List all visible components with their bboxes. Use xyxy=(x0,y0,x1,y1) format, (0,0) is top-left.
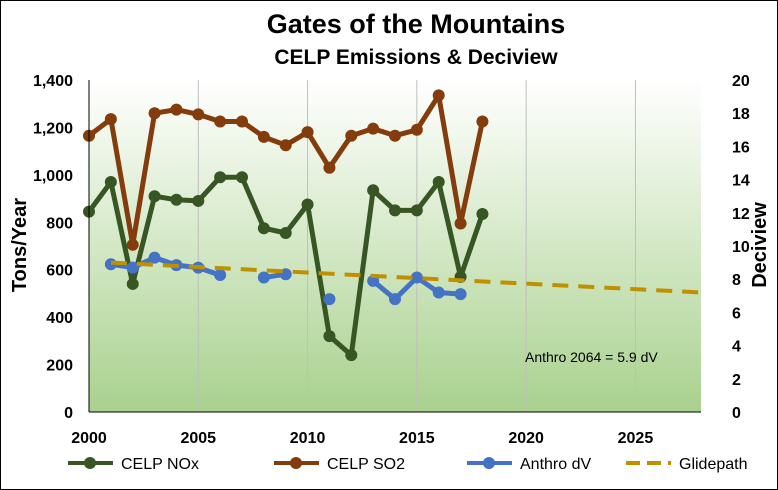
data-point xyxy=(389,129,401,142)
data-point xyxy=(214,115,227,128)
data-point xyxy=(389,293,401,306)
legend: CELP NOx CELP SO2 Anthro dV Glidepath xyxy=(68,456,748,473)
series-celp-so2 xyxy=(83,89,489,251)
series-layer xyxy=(83,89,702,362)
y-tick-label: 400 xyxy=(46,310,73,327)
x-tick-label: 2025 xyxy=(618,430,654,447)
x-tick-label: 2010 xyxy=(290,430,326,447)
data-point xyxy=(367,122,380,135)
legend-item-glidepath: Glidepath xyxy=(626,456,748,473)
y-tick-label: 800 xyxy=(46,215,73,232)
data-point xyxy=(345,349,358,362)
data-point xyxy=(301,198,314,211)
data-point xyxy=(279,268,292,281)
legend-item-celp-nox: CELP NOx xyxy=(68,456,199,473)
data-point xyxy=(192,194,205,207)
data-point xyxy=(476,207,489,220)
data-point xyxy=(257,271,270,284)
y2-tick-label: 12 xyxy=(732,206,750,223)
y-tick-label: 200 xyxy=(46,358,73,375)
y2-tick-label: 6 xyxy=(732,305,741,322)
x-tick-label: 2005 xyxy=(180,430,216,447)
y2-tick-label: 4 xyxy=(732,339,741,356)
x-tick-label: 2015 xyxy=(399,430,435,447)
data-point xyxy=(148,190,161,203)
legend-marker xyxy=(84,457,96,469)
data-point xyxy=(126,238,139,251)
y2-tick-label: 8 xyxy=(732,272,741,289)
y2-tick-label: 0 xyxy=(732,405,741,422)
data-point xyxy=(301,126,314,139)
legend-marker xyxy=(290,457,302,469)
data-point xyxy=(454,217,467,230)
legend-item-anthro-dv: Anthro dV xyxy=(467,456,591,473)
data-point xyxy=(279,226,292,239)
data-point xyxy=(323,161,336,174)
data-point xyxy=(104,113,117,126)
legend-marker xyxy=(483,457,495,469)
series-glidepath xyxy=(110,260,702,295)
data-point xyxy=(279,139,292,152)
data-point xyxy=(432,286,445,299)
data-point xyxy=(410,123,423,136)
chart-title: Gates of the Mountains xyxy=(267,9,566,39)
legend-label: CELP NOx xyxy=(121,456,199,473)
y2-tick-label: 2 xyxy=(732,372,741,389)
y2-tick-label: 20 xyxy=(732,73,750,90)
legend-label: Anthro dV xyxy=(520,456,591,473)
data-point xyxy=(389,204,401,217)
data-point xyxy=(148,107,161,120)
legend-item-celp-so2: CELP SO2 xyxy=(274,456,405,473)
y-tick-label: 0 xyxy=(64,405,73,422)
data-point xyxy=(170,103,183,116)
series-line xyxy=(110,260,702,295)
series-anthro-dv xyxy=(104,251,467,306)
data-point xyxy=(323,330,336,343)
y-tick-label: 1,200 xyxy=(33,120,73,137)
data-point xyxy=(367,184,380,197)
data-point xyxy=(257,130,270,143)
data-point xyxy=(410,271,423,284)
annotation-anthro-2064: Anthro 2064 = 5.9 dV xyxy=(525,349,658,365)
y2-tick-label: 10 xyxy=(732,239,750,256)
data-point xyxy=(432,175,445,188)
data-point xyxy=(236,115,248,128)
data-point xyxy=(476,115,489,128)
y2-tick-label: 14 xyxy=(732,173,750,190)
data-point xyxy=(432,89,445,102)
y2-axis-title: Deciview xyxy=(749,202,771,288)
y-tick-label: 1,000 xyxy=(33,168,73,185)
data-point xyxy=(257,222,270,235)
axes: 2000 2005 2010 2015 2020 202502004006008001,0… xyxy=(33,73,750,447)
x-tick-label: 2000 xyxy=(71,430,107,447)
x-tick-label: 2020 xyxy=(508,430,544,447)
data-point xyxy=(214,269,227,282)
y-axis-title: Tons/Year xyxy=(9,198,31,292)
y-tick-label: 600 xyxy=(46,263,73,280)
legend-label: CELP SO2 xyxy=(327,456,405,473)
data-point xyxy=(104,175,117,188)
data-point xyxy=(214,171,227,184)
data-point xyxy=(345,129,358,142)
data-point xyxy=(126,261,139,274)
data-point xyxy=(170,193,183,206)
y2-tick-label: 18 xyxy=(732,106,750,123)
y2-tick-label: 16 xyxy=(732,139,750,156)
data-point xyxy=(410,204,423,217)
data-point xyxy=(323,293,336,306)
y-tick-label: 1,400 xyxy=(33,73,73,90)
data-point xyxy=(148,251,161,264)
data-point xyxy=(454,288,467,301)
data-point xyxy=(126,277,139,290)
legend-label: Glidepath xyxy=(679,456,748,473)
data-point xyxy=(192,108,205,121)
data-point xyxy=(236,171,248,184)
chart-subtitle: CELP Emissions & Deciview xyxy=(274,46,558,69)
